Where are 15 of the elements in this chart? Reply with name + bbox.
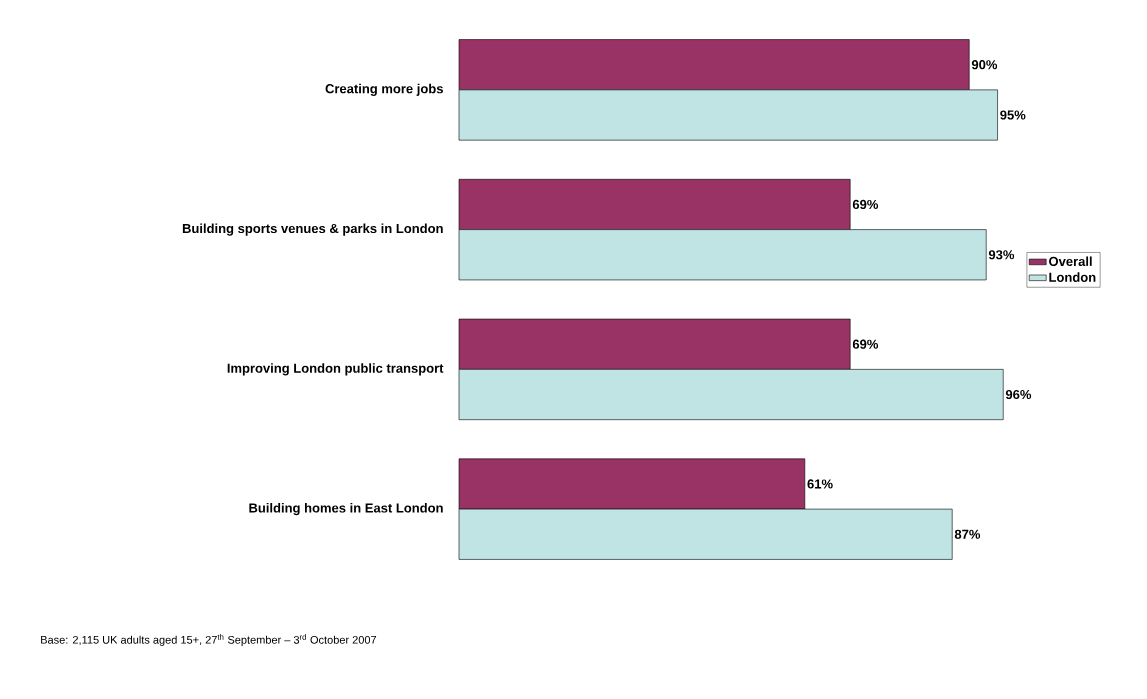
data-label: 90% [971,60,998,70]
data-label: 96% [1005,389,1032,400]
data-label: 69% [852,339,879,349]
data-label: 93% [988,250,1015,260]
y-tick-label: Building sports venues & parks in London [182,223,443,236]
y-tick-label: Improving London public transport [227,363,444,376]
data-label: 61% [807,479,833,489]
text: Base: 2,115 UK adults aged 15+, 27$^{th}$ September – 3$^{rd}$ October 2007 [41,634,377,646]
y-tick-label: Building homes in East London [249,503,443,516]
legend-label: London [1049,272,1096,282]
data-label: 69% [852,199,879,210]
data-label: 95% [1000,110,1026,120]
legend-label: Overall [1049,256,1092,266]
data-label: 87% [954,529,981,539]
y-tick-label: Creating more jobs [325,83,443,96]
